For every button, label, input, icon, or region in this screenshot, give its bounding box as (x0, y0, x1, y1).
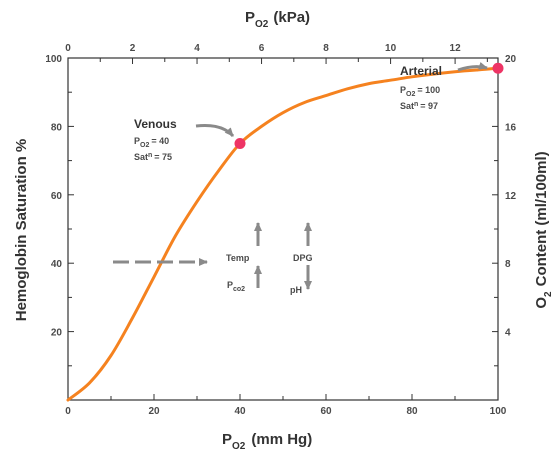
x-axis-top-title-sub: O2 (255, 19, 269, 30)
venous-sat: Satn = 75 (134, 152, 172, 162)
arterial-sat-value: = 97 (420, 101, 438, 111)
y-right-tick-label: 8 (505, 259, 511, 270)
arterial-point (492, 62, 504, 74)
dpg-label: DPG (293, 253, 313, 263)
y-axis-right-title: O2 Content (ml/100ml) (533, 151, 554, 308)
x-bottom-tick-label: 0 (65, 406, 71, 417)
arterial-po2: PO2 = 100 (400, 85, 440, 98)
y-right-tick-label: 16 (505, 122, 517, 133)
y-axis-right-ticks: 4 8 12 16 20 (492, 54, 517, 367)
x-axis-top-title-main: P (245, 9, 255, 26)
x-bottom-tick-label: 20 (148, 406, 160, 417)
venous-po2-sub: O2 (140, 142, 149, 149)
x-bottom-tick-label: 60 (320, 406, 332, 417)
arterial-po2-value: = 100 (417, 85, 440, 95)
highlight-points (234, 62, 504, 149)
x-bottom-tick-label: 80 (406, 406, 418, 417)
y-left-tick-label: 100 (45, 54, 62, 65)
arterial-sat: Satn = 97 (400, 101, 438, 111)
y-axis-right-title-main: O (533, 297, 550, 309)
dissociation-curve (66, 66, 500, 402)
x-axis-top-title: PO2 (kPa) (245, 9, 310, 30)
venous-sat-value: = 75 (154, 152, 172, 162)
pco2-label: Pco2 (227, 280, 245, 293)
arterial-label: Arterial (400, 64, 442, 78)
venous-po2-main: P (134, 136, 140, 146)
y-axis-right-title-sub: 2 (543, 291, 554, 297)
venous-sat-sup: n (148, 152, 152, 159)
y-axis-right-title-unit: Content (ml/100ml) (533, 151, 550, 286)
pco2-label-main: P (227, 280, 233, 290)
x-top-tick-label: 0 (65, 43, 71, 54)
y-right-tick-label: 12 (505, 191, 517, 202)
y-right-tick-label: 20 (505, 54, 517, 65)
venous-arrow (195, 124, 235, 138)
x-top-tick-label: 8 (323, 43, 329, 54)
y-left-tick-label: 20 (51, 328, 63, 339)
y-left-tick-label: 60 (51, 191, 63, 202)
venous-sat-main: Sat (134, 152, 148, 162)
venous-po2-value: = 40 (151, 136, 169, 146)
venous-label: Venous (134, 117, 177, 131)
x-bottom-tick-label: 40 (234, 406, 246, 417)
temp-label: Temp (226, 253, 250, 263)
arterial-po2-main: P (400, 85, 406, 95)
x-axis-top-title-unit: (kPa) (273, 9, 310, 26)
y-left-tick-label: 40 (51, 259, 63, 270)
x-bottom-tick-label: 100 (490, 406, 507, 417)
venous-point (234, 138, 246, 149)
x-axis-bottom-ticks: 0 20 40 60 80 100 (65, 394, 507, 417)
x-top-tick-label: 2 (130, 43, 136, 54)
x-axis-bottom-title-unit: (mm Hg) (251, 431, 312, 448)
arterial-po2-sub: O2 (406, 91, 415, 98)
x-axis-top-ticks: 0 2 4 6 8 10 12 (65, 43, 488, 64)
y-right-tick-label: 4 (505, 328, 511, 339)
x-axis-bottom-title-main: P (222, 431, 232, 448)
x-axis-bottom-title-sub: O2 (232, 441, 246, 452)
arterial-sat-sup: n (414, 101, 418, 108)
ph-label: pH (290, 285, 302, 295)
y-left-tick-label: 80 (51, 122, 63, 133)
x-top-tick-label: 4 (194, 43, 200, 54)
x-axis-bottom-title: PO2 (mm Hg) (222, 431, 312, 452)
arterial-arrow (457, 61, 488, 72)
y-axis-left-title: Hemoglobin Saturation % (13, 139, 30, 322)
x-top-tick-label: 12 (450, 43, 462, 54)
venous-po2: PO2 = 40 (134, 136, 169, 149)
y-axis-left-ticks: 20 40 60 80 100 (45, 54, 74, 367)
arterial-sat-main: Sat (400, 101, 414, 111)
x-top-tick-label: 10 (385, 43, 397, 54)
x-top-tick-label: 6 (259, 43, 265, 54)
pco2-label-sub: co2 (233, 286, 245, 293)
